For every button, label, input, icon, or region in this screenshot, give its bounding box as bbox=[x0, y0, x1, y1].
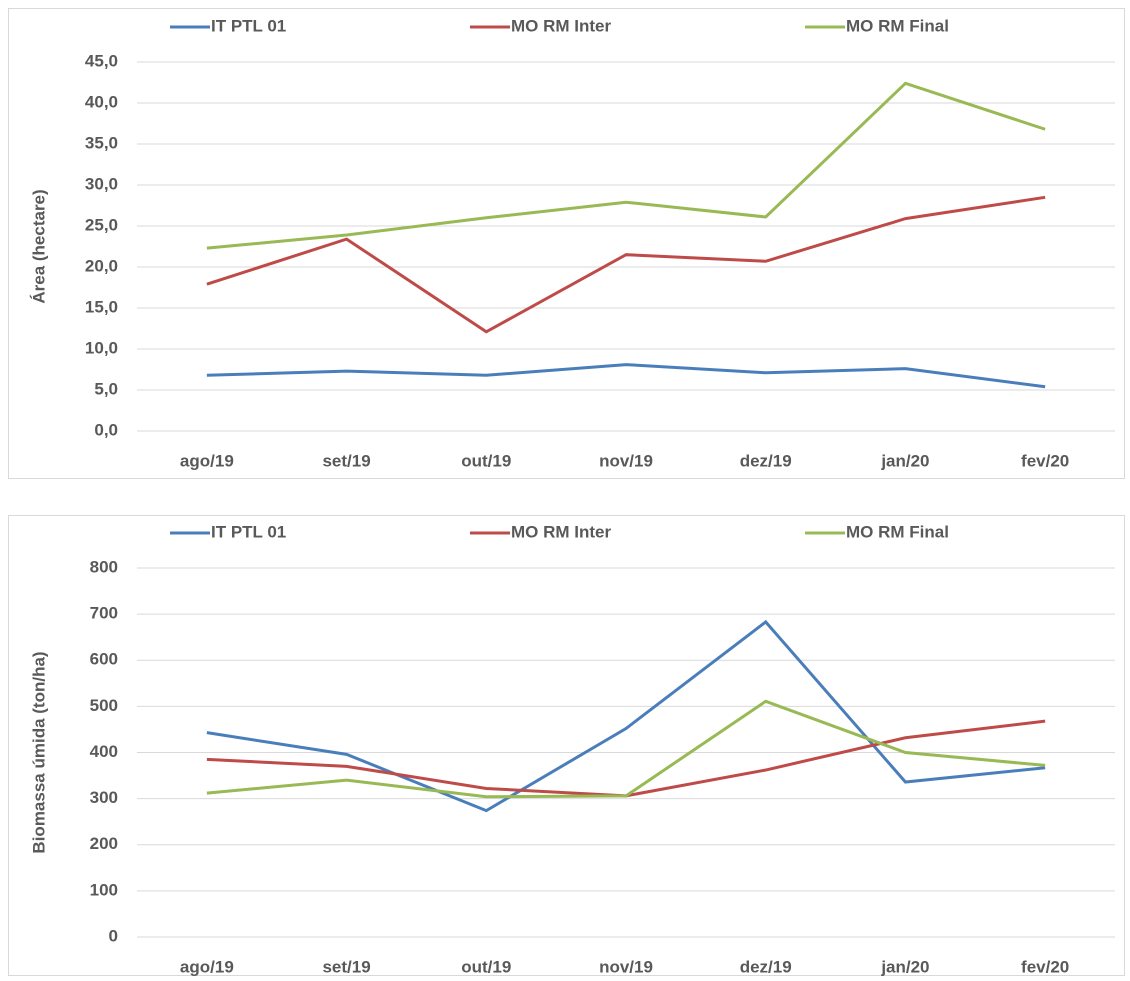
y-tick-label: 40,0 bbox=[85, 92, 118, 111]
y-tick-label: 0,0 bbox=[94, 420, 118, 439]
chart-frame bbox=[8, 515, 1125, 976]
x-tick-label: out/19 bbox=[461, 957, 511, 976]
y-tick-label: 200 bbox=[90, 834, 118, 853]
legend-label: MO RM Inter bbox=[511, 522, 611, 541]
x-tick-label: fev/20 bbox=[1021, 957, 1069, 976]
x-tick-label: fev/20 bbox=[1021, 451, 1069, 470]
y-tick-label: 300 bbox=[90, 788, 118, 807]
line-series bbox=[206, 619, 1046, 813]
line-series bbox=[206, 195, 1046, 334]
x-tick-label: jan/20 bbox=[880, 957, 929, 976]
y-tick-label: 25,0 bbox=[85, 215, 118, 234]
x-tick-label: dez/19 bbox=[740, 451, 792, 470]
y-tick-label: 400 bbox=[90, 742, 118, 761]
y-tick-label: 15,0 bbox=[85, 297, 118, 316]
y-tick-label: 45,0 bbox=[85, 51, 118, 70]
x-tick-label: nov/19 bbox=[599, 451, 653, 470]
line-series bbox=[206, 719, 1046, 798]
x-tick-label: dez/19 bbox=[740, 957, 792, 976]
y-tick-label: 30,0 bbox=[85, 174, 118, 193]
x-tick-label: jan/20 bbox=[880, 451, 929, 470]
y-axis-title: Biomassa úmida (ton/ha) bbox=[29, 651, 48, 853]
legend-label: MO RM Inter bbox=[511, 16, 611, 35]
line-series bbox=[206, 81, 1046, 250]
x-tick-label: nov/19 bbox=[599, 957, 653, 976]
y-tick-label: 800 bbox=[90, 557, 118, 576]
chart-frame bbox=[8, 8, 1125, 479]
legend-label: MO RM Final bbox=[846, 16, 949, 35]
legend-label: IT PTL 01 bbox=[211, 16, 286, 35]
x-tick-label: set/19 bbox=[322, 957, 370, 976]
y-tick-label: 5,0 bbox=[94, 379, 118, 398]
legend-label: MO RM Final bbox=[846, 522, 949, 541]
x-tick-label: set/19 bbox=[322, 451, 370, 470]
line-series bbox=[206, 699, 1046, 799]
y-tick-label: 10,0 bbox=[85, 338, 118, 357]
line-series bbox=[206, 363, 1046, 389]
y-tick-label: 600 bbox=[90, 650, 118, 669]
x-tick-label: out/19 bbox=[461, 451, 511, 470]
x-tick-label: ago/19 bbox=[180, 957, 234, 976]
legend-label: IT PTL 01 bbox=[211, 522, 286, 541]
y-tick-label: 0 bbox=[109, 926, 118, 945]
y-tick-label: 35,0 bbox=[85, 133, 118, 152]
y-tick-label: 500 bbox=[90, 696, 118, 715]
y-tick-label: 100 bbox=[90, 880, 118, 899]
y-tick-label: 20,0 bbox=[85, 256, 118, 275]
x-tick-label: ago/19 bbox=[180, 451, 234, 470]
y-axis-title: Área (hectare) bbox=[29, 189, 48, 303]
y-tick-label: 700 bbox=[90, 604, 118, 623]
